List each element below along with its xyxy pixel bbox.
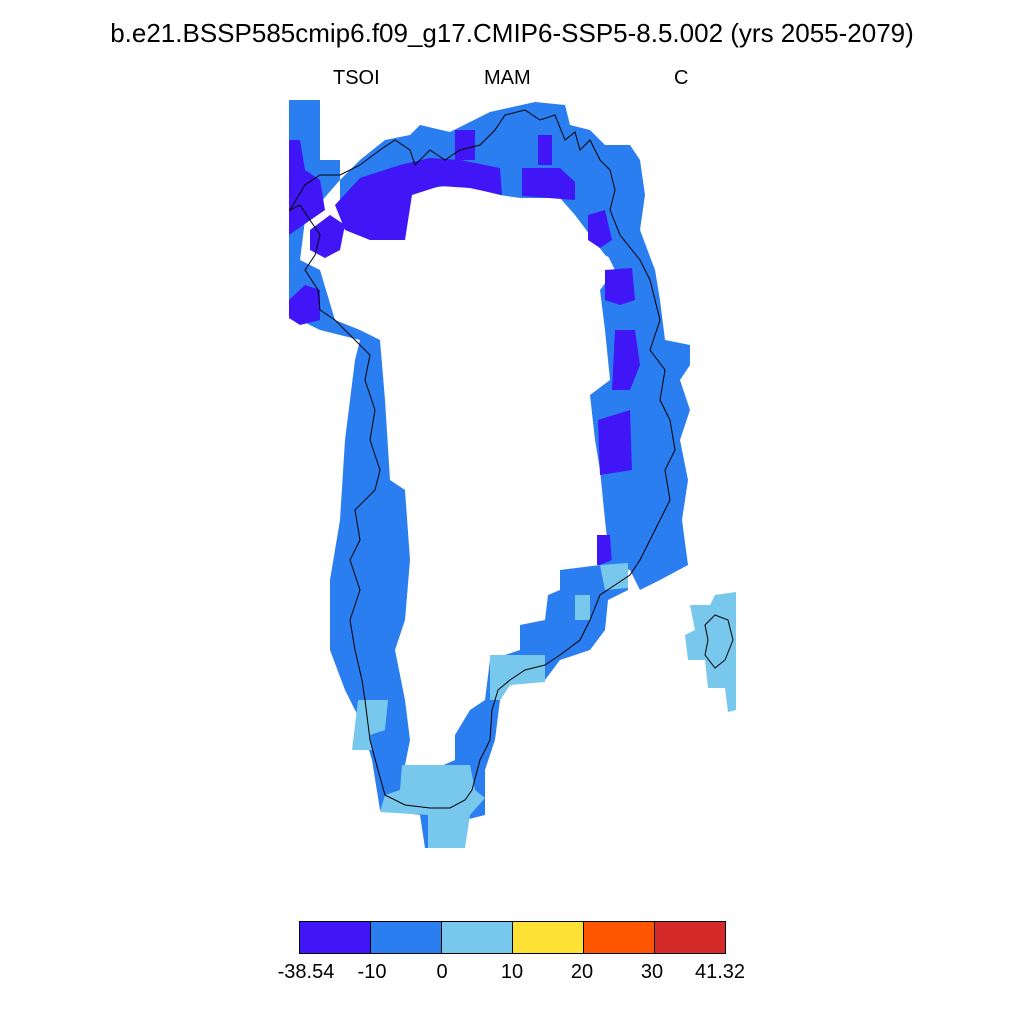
map-region-southeast-coast	[432, 560, 628, 820]
units-label: C	[674, 67, 689, 89]
map-region-southeast-warm-2	[575, 595, 590, 620]
map-region-northwest-cold	[289, 140, 325, 235]
map-region-east-cold-2	[612, 330, 640, 390]
colorbar-bin-6	[655, 922, 725, 953]
map-region-southeast-warm	[490, 655, 545, 700]
map-region-iceland	[685, 592, 736, 712]
colorbar-tick-label: -38.54	[277, 961, 335, 983]
variable-label: TSOI	[333, 67, 380, 89]
colorbar-tick-label: 0	[436, 961, 448, 983]
colorbar-tick-label: 20	[570, 961, 594, 983]
map-region-east-cold-4	[597, 535, 612, 565]
map-region-west-coast	[289, 100, 465, 848]
map-region-northeast-cold	[522, 168, 575, 200]
map-region-northwest-cold-3	[310, 215, 345, 258]
map-region-east-coast	[590, 230, 690, 590]
colorbar	[299, 921, 726, 954]
map-region-southwest-warm	[352, 700, 388, 750]
colorbar-bin-3	[442, 922, 513, 953]
colorbar-bin-5	[584, 922, 655, 953]
colorbar-tick-label: 30	[640, 961, 664, 983]
coastline-iceland	[704, 614, 734, 669]
colorbar-tick-label: -10	[357, 961, 387, 983]
map-region-north-cold-4	[538, 135, 552, 165]
colorbar-bin-4	[513, 922, 584, 953]
map-region-north-cold	[335, 158, 502, 240]
colorbar-bin-1	[300, 922, 371, 953]
map-region-northwest-cold-2	[289, 285, 320, 325]
plot-title: b.e21.BSSP585cmip6.f09_g17.CMIP6-SSP5-8.…	[110, 18, 914, 48]
map-region-south-warm	[380, 765, 485, 848]
colorbar-bin-2	[371, 922, 442, 953]
colorbar-tick-label: 10	[500, 961, 524, 983]
map-region-northeast-cold-2	[588, 210, 612, 248]
map-region-east-cold	[605, 268, 635, 305]
coastline	[288, 109, 676, 809]
map-region-east-cold-3	[598, 410, 632, 475]
colorbar-tick-label: 41.32	[694, 961, 746, 983]
map-region-southeast-warm-3	[600, 563, 628, 590]
season-label: MAM	[484, 67, 531, 89]
map-region-north-cold-3	[455, 130, 475, 160]
